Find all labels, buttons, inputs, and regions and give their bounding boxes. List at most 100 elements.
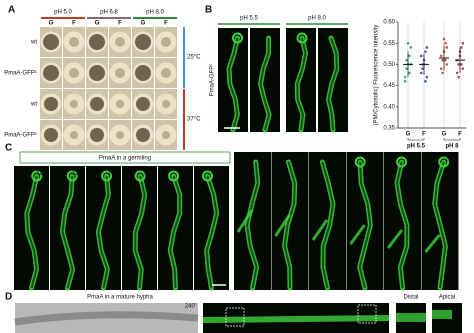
colony — [69, 37, 79, 47]
branch — [386, 229, 404, 249]
group-bracket — [443, 138, 461, 141]
hypha-tip — [438, 156, 450, 168]
data-point — [408, 71, 411, 75]
time-label: 215' — [408, 157, 419, 163]
colony — [135, 65, 151, 81]
time-label: 240' — [185, 304, 196, 310]
column-label: F — [72, 21, 76, 27]
hypha-tip — [231, 32, 243, 44]
column-label: F — [164, 21, 168, 27]
data-point — [457, 63, 460, 66]
colony — [44, 97, 58, 111]
data-point — [455, 71, 459, 75]
colony — [69, 68, 79, 78]
hypha-core — [97, 175, 110, 289]
x-tick-label: G — [442, 132, 447, 138]
inset-label: Apical — [439, 295, 455, 301]
inset-box — [225, 307, 245, 327]
hypha-core — [433, 161, 447, 289]
data-point — [441, 58, 444, 62]
branch — [349, 224, 366, 245]
ph-header: pH 8.0 — [146, 10, 164, 16]
colony — [90, 97, 104, 111]
colony — [136, 128, 150, 142]
inset-hypha — [432, 310, 452, 319]
data-point — [405, 58, 408, 62]
y-tick-label: 0.60 — [383, 20, 395, 26]
colony — [43, 34, 59, 50]
micrograph — [218, 28, 248, 132]
hypha-tip — [296, 32, 308, 44]
data-point — [460, 63, 463, 66]
colony — [162, 100, 170, 108]
panel-label: B — [205, 5, 212, 16]
data-point — [439, 67, 443, 70]
data-point — [441, 71, 444, 75]
inset-hypha — [396, 313, 426, 322]
column-label: F — [118, 21, 122, 27]
colony — [116, 100, 124, 108]
data-point — [444, 41, 447, 45]
data-point — [457, 75, 460, 79]
micrograph — [346, 152, 384, 290]
data-point — [444, 58, 447, 62]
colony — [116, 131, 124, 139]
temperature: 37°C — [187, 117, 201, 123]
y-tick-label: 0.35 — [383, 126, 395, 132]
micrograph — [86, 166, 121, 290]
y-tick-label: 0.45 — [383, 83, 395, 89]
inset-box — [357, 304, 377, 324]
time-label: 195' — [370, 157, 381, 163]
row-label: wt — [30, 102, 37, 108]
colony — [115, 68, 125, 78]
column-label: G — [95, 21, 100, 27]
data-point — [419, 71, 423, 75]
hypha-core — [228, 37, 239, 131]
column-label: F — [321, 33, 325, 39]
data-point — [403, 80, 407, 83]
hypha-core — [395, 161, 408, 289]
panel-title: PmaA in a germling — [99, 156, 151, 162]
colony — [161, 68, 171, 78]
branch — [274, 214, 291, 237]
hypha-tip — [168, 170, 180, 182]
title-box — [19, 151, 231, 164]
temperature: 25°C — [187, 55, 201, 61]
colony — [44, 128, 58, 142]
hypha-core — [61, 175, 74, 289]
ph-header: pH 8.0 — [308, 16, 326, 22]
hypha-core — [358, 161, 372, 289]
colony — [90, 128, 104, 142]
column-label: G — [289, 33, 294, 39]
data-point — [460, 46, 463, 49]
hypha-core — [259, 37, 271, 131]
x-tick-label: G — [406, 132, 411, 138]
colony — [70, 100, 78, 108]
time-label: 110' — [36, 171, 47, 177]
time-label: 120' — [258, 157, 269, 163]
micrograph — [234, 152, 271, 290]
data-point — [424, 50, 427, 53]
y-axis-title: (PM/Cytosolic) Fluorescence Intensity — [374, 25, 380, 126]
data-point — [461, 41, 465, 45]
hypha-core — [169, 175, 181, 289]
time-label: 195' — [216, 171, 227, 177]
micrograph — [50, 166, 85, 290]
data-point — [406, 41, 410, 45]
column-label: G — [141, 21, 146, 27]
colony — [43, 65, 59, 81]
column-label: F — [253, 33, 257, 39]
hypha-tip — [31, 170, 43, 182]
hypha-core — [246, 161, 259, 289]
time-label: 150' — [144, 171, 155, 177]
data-point — [425, 46, 429, 49]
hypha-core — [296, 37, 307, 131]
hypha-core — [283, 161, 296, 289]
data-point — [439, 54, 443, 58]
column-label: G — [49, 21, 54, 27]
time-label: 120' — [72, 171, 83, 177]
hypha-core — [321, 161, 335, 289]
hypha-tip — [66, 170, 78, 182]
data-point — [419, 54, 423, 58]
y-tick-label: 0.50 — [383, 62, 395, 68]
